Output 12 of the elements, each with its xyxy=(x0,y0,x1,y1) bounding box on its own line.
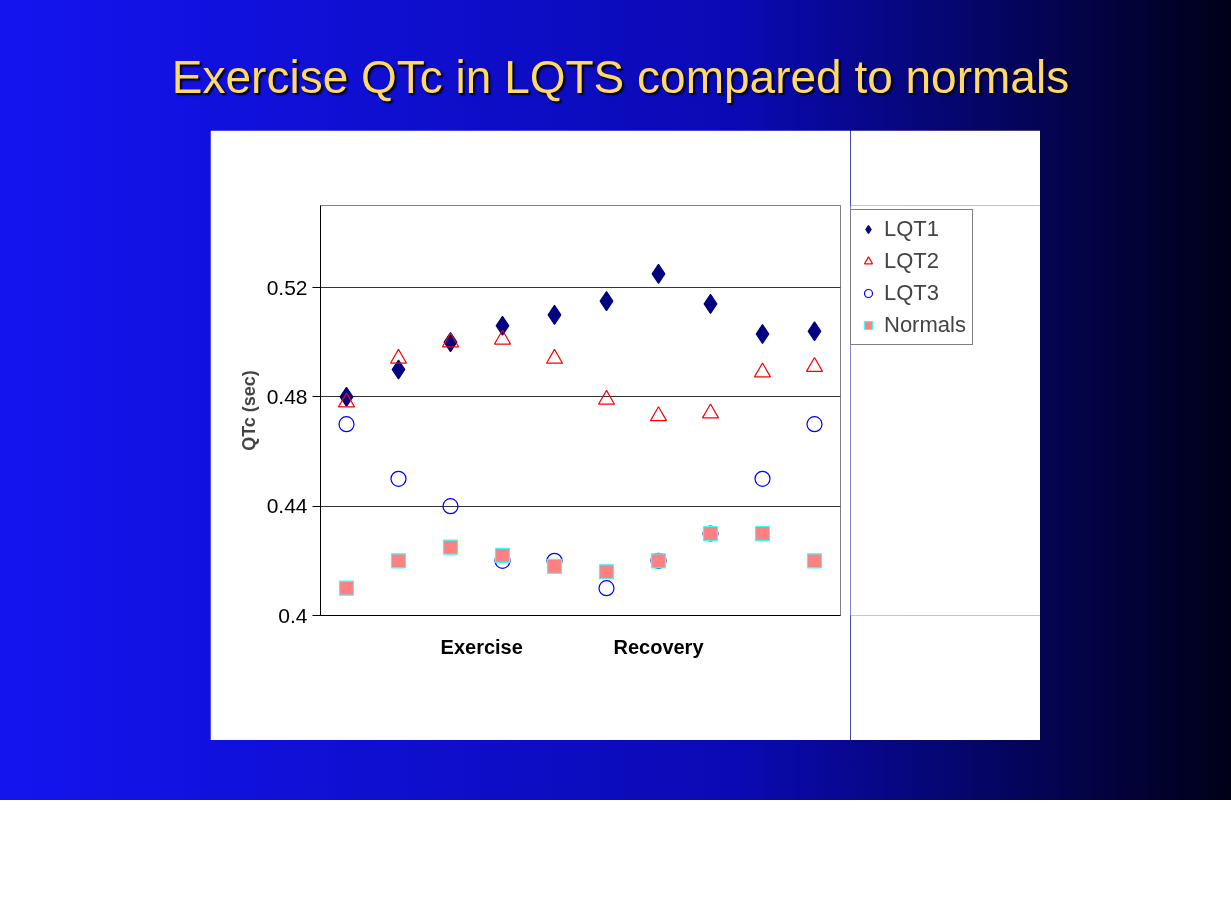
text: Recovery xyxy=(613,635,705,658)
y-axis-title: QTc (sec) xyxy=(238,370,259,451)
legend-label: LQT1 xyxy=(884,216,940,242)
legend-label: LQT2 xyxy=(884,248,940,274)
y-tick-label: 0.52 xyxy=(266,275,308,299)
legend-label: Normals xyxy=(884,312,966,338)
text: Exercise xyxy=(440,635,523,658)
y-tick-label: 0.44 xyxy=(266,494,308,518)
y-tick-label: 0.48 xyxy=(266,384,308,408)
legend-label: LQT3 xyxy=(884,280,940,306)
chart-title: Exercise QTc in LQTS compared to normals xyxy=(171,50,1070,105)
y-tick-label: 0.4 xyxy=(278,603,308,627)
